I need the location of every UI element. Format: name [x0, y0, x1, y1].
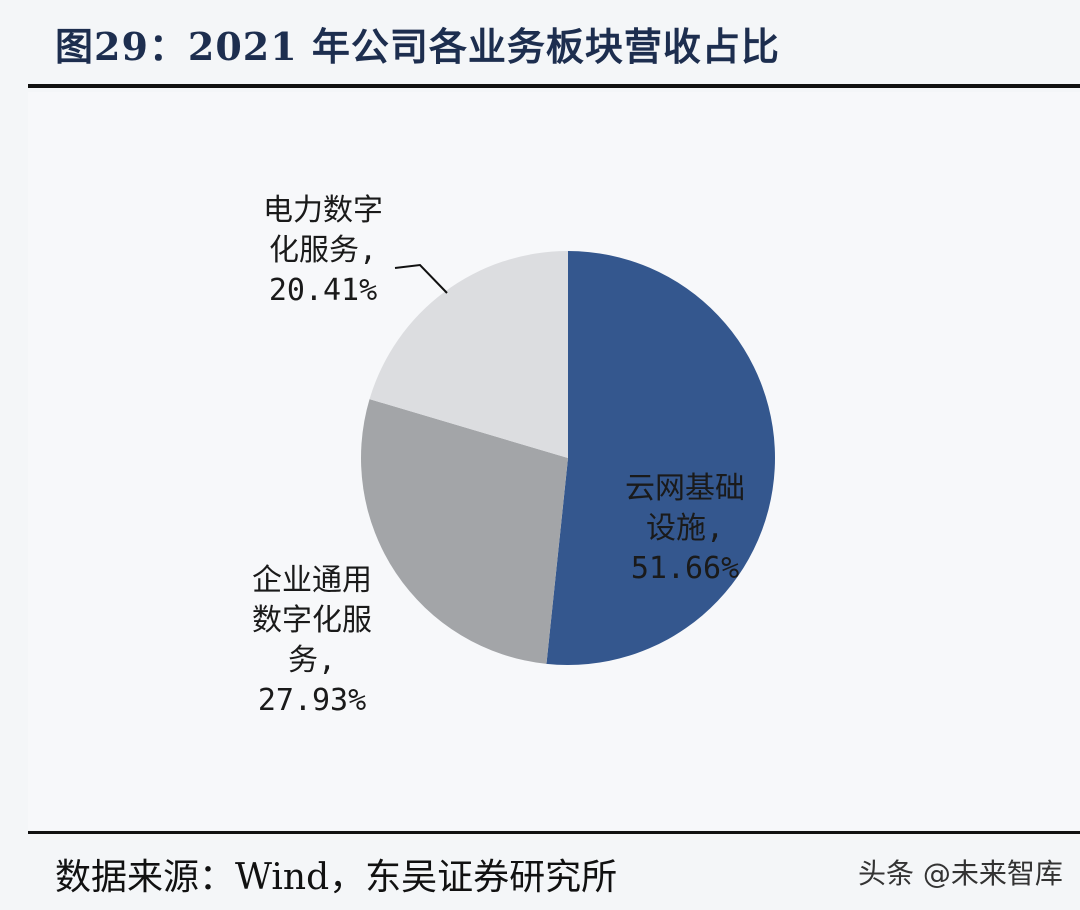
- slice-label-line: 化服务,: [269, 233, 377, 268]
- slice-label-line: 20.41%: [269, 273, 377, 308]
- slice-label-line: 电力数字: [263, 193, 383, 228]
- bottom-rule: [28, 831, 1080, 834]
- chart-title: 图29：2021 年公司各业务板块营收占比: [55, 24, 780, 69]
- slice-label-line: 数字化服: [252, 603, 372, 638]
- slice-label-0: 云网基础设施, 51.66%: [625, 471, 745, 586]
- slice-label-line: 云网基础: [625, 471, 745, 506]
- slice-label-line: 27.93%: [258, 683, 366, 718]
- pie-slice-0: [546, 251, 776, 665]
- source-note: 数据来源：Wind，东吴证券研究所: [55, 857, 618, 898]
- leader-line: [394, 263, 448, 294]
- slice-label-1: 企业通用数字化服务, 27.93%: [252, 563, 372, 718]
- slice-label-line: 51.66%: [631, 551, 739, 586]
- top-rule: [28, 84, 1080, 88]
- slice-label-line: 务,: [288, 643, 336, 678]
- pie-slice-1: [361, 399, 568, 664]
- slice-label-line: 企业通用: [252, 563, 372, 598]
- slice-label-line: 设施,: [646, 511, 724, 546]
- pie-slice-2: [369, 251, 568, 458]
- slice-label-2: 电力数字化服务, 20.41%: [263, 193, 383, 308]
- watermark: 头条 @未来智库: [858, 852, 1063, 892]
- watermark-text: 头条 @未来智库: [858, 857, 1063, 890]
